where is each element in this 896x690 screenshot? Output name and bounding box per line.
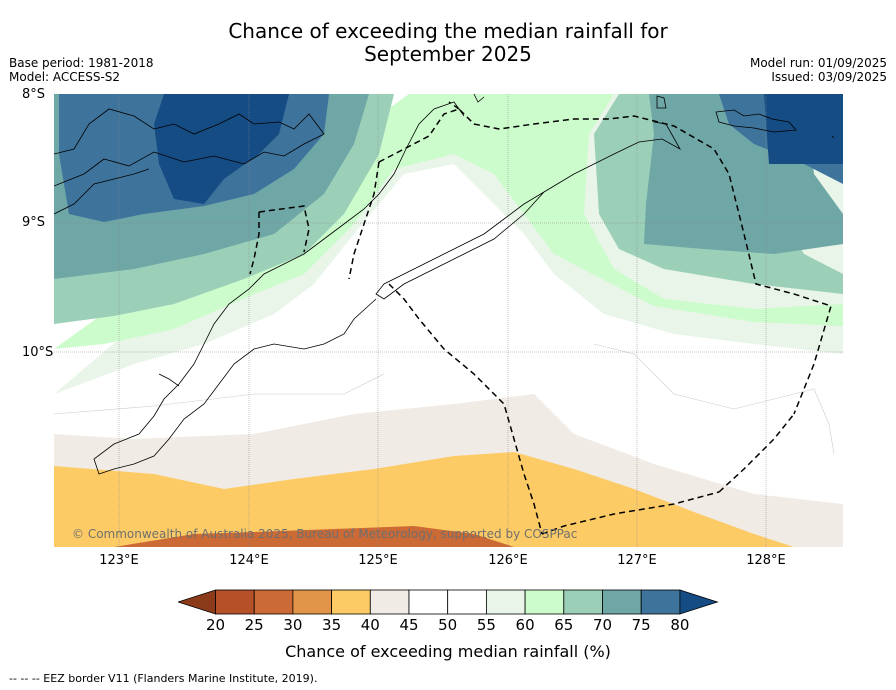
lat-label-9s: 9°S	[22, 215, 46, 230]
lon-label-127e: 127°E	[617, 553, 657, 568]
colorbar-tick-label: 40	[360, 616, 380, 634]
band-30-35	[114, 526, 514, 547]
colorbar-segment	[369, 589, 410, 615]
colorbar-segment	[485, 589, 526, 615]
rainfall-map: © Commonwealth of Australia 2025, Bureau…	[54, 94, 843, 547]
colorbar	[178, 589, 719, 615]
model-name: Model: ACCESS-S2	[9, 70, 121, 84]
colorbar-segment	[253, 589, 294, 615]
contour-lines	[54, 343, 835, 455]
colorbar-segment	[563, 589, 603, 615]
colorbar-tick-label: 55	[476, 616, 496, 634]
map-title: Chance of exceeding the median rainfall …	[0, 20, 896, 66]
colorbar-tick-label: 70	[592, 616, 613, 634]
band-35-40	[54, 452, 794, 547]
lon-label-123e: 123°E	[99, 553, 139, 568]
model-run: Model run: 01/09/2025	[749, 56, 887, 70]
lat-label-10s: 10°S	[22, 345, 54, 360]
colorbar-tick-label: 60	[515, 616, 535, 634]
colorbar-tick-label: 75	[631, 616, 651, 634]
band-60-65	[54, 94, 843, 349]
lon-label-128e: 128°E	[746, 553, 786, 568]
colorbar-segment	[215, 589, 255, 615]
colorbar-tick-label: 50	[438, 616, 458, 634]
copyright-text: © Commonwealth of Australia 2025, Bureau…	[72, 527, 577, 541]
colorbar-tick-label: 30	[283, 616, 303, 634]
colorbar-segment	[447, 589, 487, 615]
lon-label-126e: 126°E	[488, 553, 528, 568]
colorbar-tick-label: 25	[244, 616, 264, 634]
colorbar-segment	[524, 589, 565, 615]
meta-right: Model run: 01/09/2025 Issued: 03/09/2025	[750, 56, 887, 84]
lon-label-124e: 124°E	[229, 553, 269, 568]
colorbar-segment	[408, 589, 449, 615]
colorbar-tick-label: 35	[322, 616, 342, 634]
colorbar-segment	[331, 589, 371, 615]
lat-label-8s: 8°S	[22, 87, 46, 102]
colorbar-tick-label: 45	[399, 616, 419, 634]
colorbar-segment	[640, 589, 681, 615]
title-line-2: September 2025	[364, 42, 532, 66]
colorbar-extend-low	[178, 589, 216, 615]
colorbar-tick-label: 80	[670, 616, 690, 634]
colorbar-title: Chance of exceeding median rainfall (%)	[285, 642, 611, 661]
colorbar-segment	[292, 589, 333, 615]
meta-left: Base period: 1981-2018 Model: ACCESS-S2	[9, 56, 154, 84]
band-above-80	[154, 94, 843, 204]
colorbar-segment	[602, 589, 642, 615]
base-period: Base period: 1981-2018	[9, 56, 154, 70]
lon-label-125e: 125°E	[358, 553, 398, 568]
issued-date: Issued: 03/09/2025	[771, 70, 887, 84]
title-line-1: Chance of exceeding the median rainfall …	[228, 19, 668, 43]
colorbar-tick-label: 20	[205, 616, 226, 634]
footer-note: -- -- -- EEZ border V11 (Flanders Marine…	[9, 672, 318, 685]
eez-border	[249, 101, 832, 535]
colorbar-extend-high	[679, 589, 719, 615]
colorbar-tick-label: 65	[554, 616, 574, 634]
colorbar-segments	[178, 589, 719, 615]
